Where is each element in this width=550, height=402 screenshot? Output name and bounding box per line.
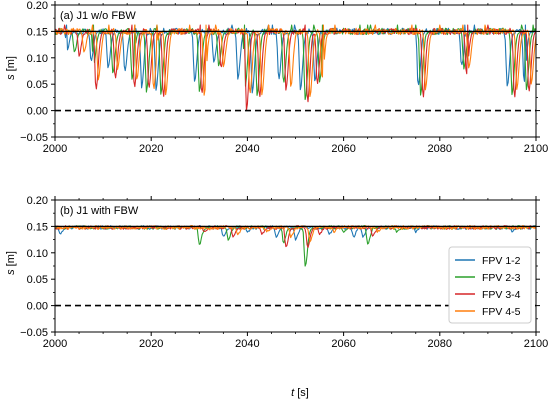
y-tick-label: 0.05 (27, 79, 48, 91)
legend-label: FPV 2-3 (482, 272, 521, 284)
x-tick-label: 2040 (235, 338, 259, 350)
y-tick-label: −0.05 (20, 327, 48, 339)
y-tick-label: 0.15 (27, 221, 48, 233)
panel-title: (b) J1 with FBW (60, 205, 139, 217)
x-tick-label: 2080 (428, 143, 452, 155)
legend-label: FPV 1-2 (482, 255, 521, 267)
x-tick-label: 2100 (524, 338, 548, 350)
x-tick-label: 2040 (235, 143, 259, 155)
panel-a: 2000 2020 2040 2060 2080 2100 −0.05 0.00 0.05 0.1… (20, 0, 548, 155)
y-tick-label: −0.05 (20, 132, 48, 144)
panel-b: 2000 2020 2040 2060 2080 2100 −0.05 0.00 0.05 0.1… (20, 195, 548, 350)
x-tick-label: 2020 (139, 338, 163, 350)
y-axis-label-a: s [m] (5, 56, 17, 80)
x-tick-label: 2020 (139, 143, 163, 155)
legend-label: FPV 4-5 (482, 306, 521, 318)
y-tick-label: 0.10 (27, 248, 48, 260)
x-tick-label: 2100 (524, 143, 548, 155)
legend-label: FPV 3-4 (482, 289, 521, 301)
x-tick-label: 2060 (331, 338, 355, 350)
x-tick-label: 2060 (331, 143, 355, 155)
x-tick-label: 2080 (428, 338, 452, 350)
y-tick-label: 0.20 (27, 195, 48, 207)
x-axis-label: t [s] (291, 387, 309, 399)
y-tick-label: 0.00 (27, 301, 48, 313)
y-axis-label-b: s [m] (5, 251, 17, 275)
y-tick-label: 0.20 (27, 0, 48, 12)
y-tick-label: 0.00 (27, 106, 48, 118)
x-tick-label: 2000 (43, 338, 67, 350)
x-tick-label: 2000 (43, 143, 67, 155)
legend: FPV 1-2 FPV 2-3 FPV 3-4 FPV 4-5 (448, 246, 532, 324)
y-tick-label: 0.10 (27, 53, 48, 65)
y-tick-label: 0.05 (27, 274, 48, 286)
legend-box (448, 246, 532, 324)
plot-background (55, 5, 536, 137)
y-tick-label: 0.15 (27, 26, 48, 38)
panel-title: (a) J1 w/o FBW (60, 10, 136, 22)
